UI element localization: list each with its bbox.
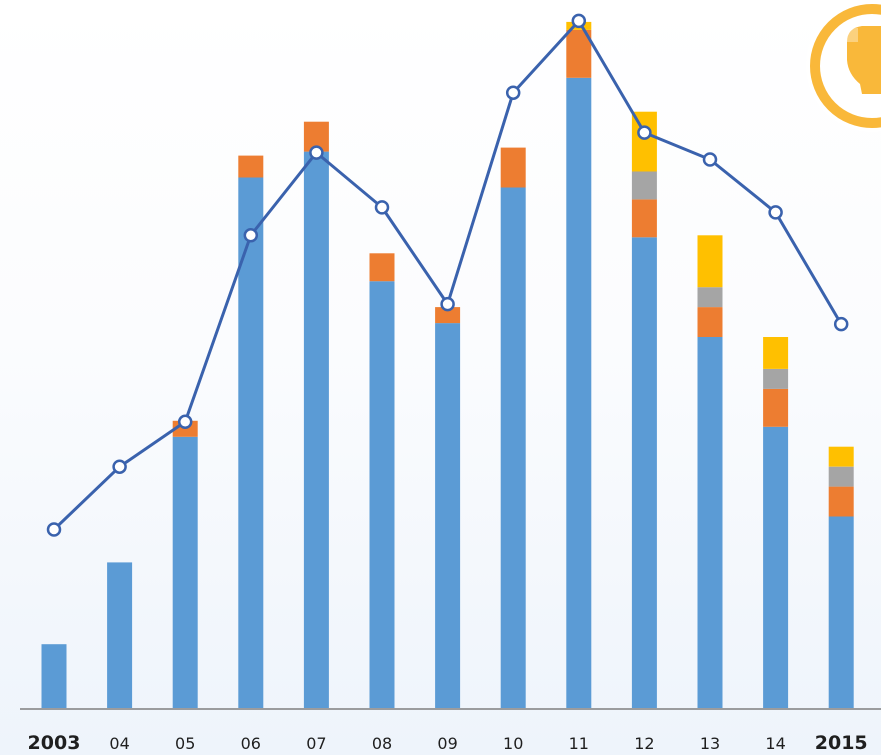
bar-segment-11-s0 — [566, 77, 592, 709]
x-tick-label: 05 — [175, 734, 195, 753]
bar-segment-08-s1 — [369, 253, 395, 282]
x-tick-label: 14 — [765, 734, 785, 753]
bar-segment-10-s0 — [500, 187, 526, 708]
x-tick-label: 13 — [700, 734, 720, 753]
bar-segment-09-s0 — [435, 323, 461, 708]
bar-segment-12-s0 — [631, 237, 657, 709]
bar-segment-12-s1 — [631, 199, 657, 238]
trend-point-07 — [309, 145, 324, 160]
bar-segment-14-s3 — [763, 337, 789, 369]
trend-point-09 — [440, 296, 455, 312]
trend-point-13 — [702, 152, 718, 167]
bar-segment-12-s2 — [631, 171, 657, 200]
bar-segment-06-s1 — [238, 155, 264, 178]
bar-segment-14-s0 — [763, 426, 789, 708]
bulb-highlight — [846, 28, 858, 42]
x-tick-label: 08 — [372, 734, 392, 753]
bar-segment-04-s0 — [107, 562, 133, 708]
bar-segment-12-s3 — [631, 111, 657, 172]
x-tick-label: 06 — [241, 734, 261, 753]
x-tick-label: 10 — [503, 734, 523, 753]
trend-point-11 — [571, 13, 587, 29]
trend-point-2015 — [833, 316, 849, 332]
bar-segment-2003-s0 — [41, 644, 67, 708]
bulb-icon — [847, 26, 881, 94]
bar-segment-10-s1 — [500, 147, 526, 188]
bar-segment-13-s0 — [697, 337, 723, 708]
trend-point-12 — [637, 125, 652, 140]
bar-segment-14-s2 — [763, 369, 789, 389]
trend-point-04 — [112, 459, 127, 474]
trend-point-14 — [768, 205, 783, 220]
bar-segment-08-s0 — [369, 281, 395, 708]
x-tick-label: 07 — [306, 734, 326, 753]
bar-segment-06-s0 — [238, 177, 264, 708]
badge-ring — [810, 4, 881, 128]
bar-segment-13-s2 — [697, 287, 723, 308]
bar-segment-14-s1 — [763, 388, 789, 427]
bar-segment-09-s1 — [435, 307, 461, 324]
bar-segment-13-s1 — [697, 307, 723, 337]
bar-segment-2015-s3 — [828, 446, 854, 467]
bar-segment-07-s0 — [303, 151, 329, 709]
x-tick-label: 2015 — [815, 732, 868, 754]
x-tick-label: 04 — [109, 734, 129, 753]
bar-segment-13-s3 — [697, 235, 723, 288]
bar-segment-2015-s2 — [828, 466, 854, 487]
trend-point-05 — [177, 414, 193, 430]
bar-segment-05-s0 — [172, 436, 198, 708]
x-tick-label: 09 — [437, 734, 457, 753]
x-tick-label: 2003 — [28, 732, 81, 754]
x-tick-label: 11 — [569, 734, 589, 753]
bar-segment-2015-s0 — [828, 516, 854, 708]
trend-point-10 — [505, 85, 521, 100]
bar-segment-2015-s1 — [828, 486, 854, 517]
trend-point-06 — [243, 228, 259, 243]
x-tick-label: 12 — [634, 734, 654, 753]
trend-point-2003 — [46, 522, 62, 537]
trend-point-08 — [374, 200, 390, 215]
